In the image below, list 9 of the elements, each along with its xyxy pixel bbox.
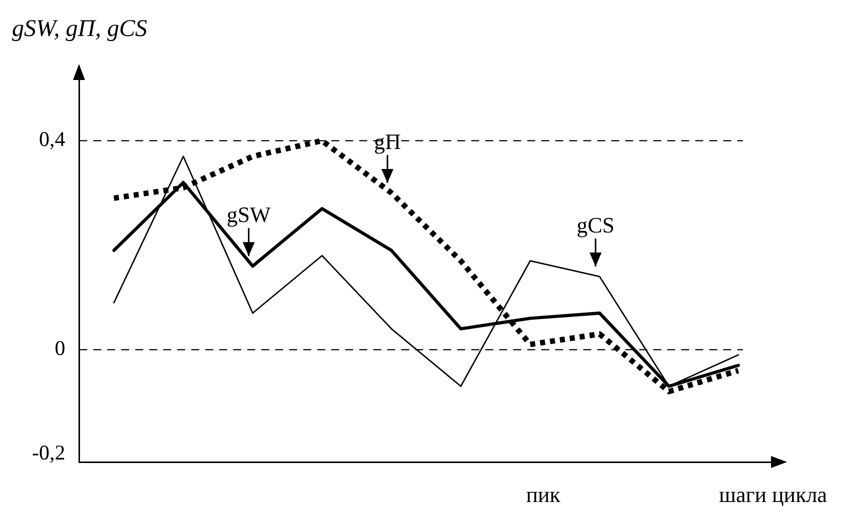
y-axis-title: gSW, gП, gCS <box>12 16 148 42</box>
y-tick-label: 0,4 <box>38 127 66 152</box>
series-label: gП <box>374 128 401 154</box>
series-label: gCS <box>576 212 615 238</box>
y-tick-label: -0,2 <box>32 440 66 465</box>
x-axis-title: шаги цикла <box>719 482 828 507</box>
text: пик <box>526 482 561 507</box>
series-label: gSW <box>226 202 271 228</box>
y-tick-label: 0 <box>54 336 66 360</box>
